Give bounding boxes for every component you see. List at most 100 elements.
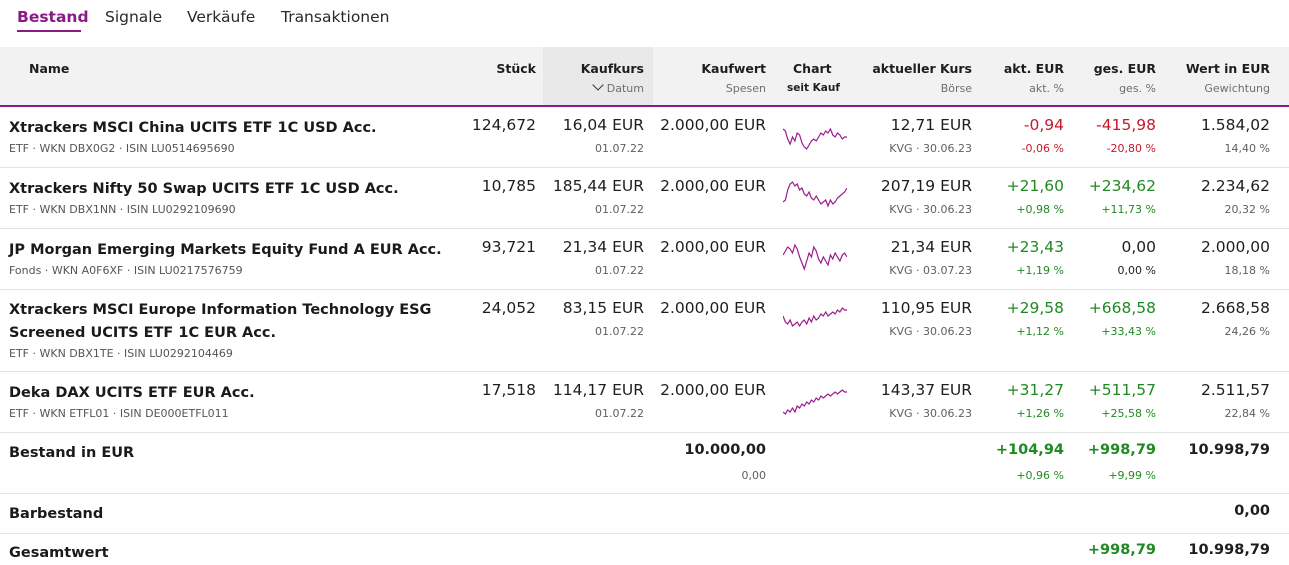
wert-value: 2.511,57 xyxy=(1200,381,1270,399)
bestand-total-row: Bestand in EUR 10.000,00 0,00 +104,94 +0… xyxy=(0,433,1289,494)
kaufkurs-value: 16,04 EUR xyxy=(562,116,644,134)
column-header-seit-kauf: seit Kauf xyxy=(787,82,840,94)
kaufkurs-value: 83,15 EUR xyxy=(562,299,644,317)
bestand-akt-eur: +104,94 xyxy=(995,442,1064,458)
stueck-value: 93,721 xyxy=(481,238,536,256)
gewichtung-value: 24,26 % xyxy=(1224,325,1270,338)
position-name[interactable]: Xtrackers Nifty 50 Swap UCITS ETF 1C USD… xyxy=(9,181,399,197)
position-name[interactable]: Deka DAX UCITS ETF EUR Acc. xyxy=(9,385,255,401)
position-meta: ETF · WKN ETFL01 · ISIN DE000ETFL011 xyxy=(9,407,229,420)
bestand-kaufwert: 10.000,00 xyxy=(684,442,766,458)
table-row[interactable]: Xtrackers MSCI China UCITS ETF 1C USD Ac… xyxy=(0,107,1289,168)
ges-pct-value: +25,58 % xyxy=(1101,407,1156,420)
column-header-gewichtung[interactable]: Gewichtung xyxy=(1204,82,1270,95)
gesamtwert-ges-eur: +998,79 xyxy=(1087,542,1156,558)
column-header-kaufwert[interactable]: Kaufwert xyxy=(701,61,766,76)
gesamtwert-wert: 10.998,79 xyxy=(1188,542,1270,558)
gesamtwert-label: Gesamtwert xyxy=(9,545,109,561)
column-header-ges-pct[interactable]: ges. % xyxy=(1119,82,1156,95)
kaufwert-value: 2.000,00 EUR xyxy=(660,238,766,256)
position-meta: ETF · WKN DBX1TE · ISIN LU0292104469 xyxy=(9,347,233,360)
akt-eur-value: +31,27 xyxy=(1006,381,1064,399)
sparkline-chart[interactable] xyxy=(783,302,847,334)
column-header-boerse[interactable]: Börse xyxy=(940,82,972,95)
kaufkurs-value: 185,44 EUR xyxy=(552,177,644,195)
column-header-spesen[interactable]: Spesen xyxy=(725,82,766,95)
gesamtwert-row: Gesamtwert +998,79 10.998,79 xyxy=(0,534,1289,561)
ges-pct-value: +33,43 % xyxy=(1101,325,1156,338)
column-header-datum[interactable]: Datum xyxy=(592,79,644,95)
sparkline-chart[interactable] xyxy=(783,119,847,151)
aktueller-kurs-value: 110,95 EUR xyxy=(880,299,972,317)
table-row[interactable]: JP Morgan Emerging Markets Equity Fund A… xyxy=(0,229,1289,290)
boerse-value: KVG · 30.06.23 xyxy=(889,325,972,338)
akt-pct-value: +0,98 % xyxy=(1016,203,1064,216)
column-header-name[interactable]: Name xyxy=(29,61,70,76)
sparkline-path xyxy=(783,389,847,415)
sparkline-path xyxy=(783,243,847,271)
boerse-value: KVG · 03.07.23 xyxy=(889,264,972,277)
bestand-ges-eur: +998,79 xyxy=(1087,442,1156,458)
kaufwert-value: 2.000,00 EUR xyxy=(660,381,766,399)
kaufkurs-value: 21,34 EUR xyxy=(562,238,644,256)
active-tab-indicator xyxy=(17,30,81,32)
column-header-akt-eur[interactable]: akt. EUR xyxy=(1003,61,1064,76)
wert-value: 2.668,58 xyxy=(1200,299,1270,317)
kaufwert-value: 2.000,00 EUR xyxy=(660,116,766,134)
bestand-wert: 10.998,79 xyxy=(1188,442,1270,458)
table-row[interactable]: Xtrackers MSCI Europe Information Techno… xyxy=(0,290,1289,372)
tab-verkaeufe[interactable]: Verkäufe xyxy=(187,8,256,26)
akt-pct-value: +1,12 % xyxy=(1016,325,1064,338)
bestand-akt-pct: +0,96 % xyxy=(1016,469,1064,482)
kaufdatum-value: 01.07.22 xyxy=(595,142,644,155)
kaufdatum-value: 01.07.22 xyxy=(595,407,644,420)
gewichtung-value: 14,40 % xyxy=(1224,142,1270,155)
sparkline-chart[interactable] xyxy=(783,386,847,418)
ges-eur-value: -415,98 xyxy=(1096,116,1156,134)
barbestand-label: Barbestand xyxy=(9,506,104,522)
position-meta: Fonds · WKN A0F6XF · ISIN LU0217576759 xyxy=(9,264,243,277)
table-row[interactable]: Deka DAX UCITS ETF EUR Acc. ETF · WKN ET… xyxy=(0,372,1289,433)
column-header-kaufkurs[interactable]: Kaufkurs xyxy=(580,61,644,76)
position-name[interactable]: Xtrackers MSCI Europe Information Techno… xyxy=(9,302,432,341)
ges-pct-value: +11,73 % xyxy=(1101,203,1156,216)
stueck-value: 124,672 xyxy=(471,116,536,134)
kaufwert-value: 2.000,00 EUR xyxy=(660,299,766,317)
gewichtung-value: 18,18 % xyxy=(1224,264,1270,277)
akt-eur-value: +21,60 xyxy=(1006,177,1064,195)
position-name[interactable]: JP Morgan Emerging Markets Equity Fund A… xyxy=(9,242,442,258)
bestand-ges-pct: +9,99 % xyxy=(1108,469,1156,482)
ges-eur-value: 0,00 xyxy=(1121,238,1156,256)
gewichtung-value: 22,84 % xyxy=(1224,407,1270,420)
kaufwert-value: 2.000,00 EUR xyxy=(660,177,766,195)
column-header-stueck[interactable]: Stück xyxy=(496,61,536,76)
ges-pct-value: -20,80 % xyxy=(1106,142,1156,155)
stueck-value: 10,785 xyxy=(481,177,536,195)
sparkline-chart[interactable] xyxy=(783,239,847,271)
kaufdatum-value: 01.07.22 xyxy=(595,264,644,277)
kaufkurs-value: 114,17 EUR xyxy=(552,381,644,399)
sparkline-chart[interactable] xyxy=(783,178,847,210)
table-row[interactable]: Xtrackers Nifty 50 Swap UCITS ETF 1C USD… xyxy=(0,168,1289,229)
tab-bestand[interactable]: Bestand xyxy=(17,8,89,26)
boerse-value: KVG · 30.06.23 xyxy=(889,142,972,155)
position-name[interactable]: Xtrackers MSCI China UCITS ETF 1C USD Ac… xyxy=(9,120,377,136)
aktueller-kurs-value: 207,19 EUR xyxy=(880,177,972,195)
ges-eur-value: +668,58 xyxy=(1088,299,1156,317)
column-header-akt-pct[interactable]: akt. % xyxy=(1029,82,1064,95)
column-header-wert[interactable]: Wert in EUR xyxy=(1185,61,1270,76)
position-meta: ETF · WKN DBX1NN · ISIN LU0292109690 xyxy=(9,203,236,216)
column-header-chart: Chart xyxy=(793,61,832,76)
column-header-aktueller-kurs[interactable]: aktueller Kurs xyxy=(872,61,972,76)
tab-signale[interactable]: Signale xyxy=(105,8,163,26)
akt-pct-value: +1,19 % xyxy=(1016,264,1064,277)
bestand-label: Bestand in EUR xyxy=(9,445,135,461)
column-header-ges-eur[interactable]: ges. EUR xyxy=(1093,61,1156,76)
akt-eur-value: +23,43 xyxy=(1006,238,1064,256)
stueck-value: 17,518 xyxy=(481,381,536,399)
datum-label: Datum xyxy=(606,82,644,95)
barbestand-wert: 0,00 xyxy=(1234,503,1270,519)
chevron-down-icon xyxy=(592,79,604,91)
tab-transaktionen[interactable]: Transaktionen xyxy=(281,8,390,26)
akt-eur-value: -0,94 xyxy=(1023,116,1064,134)
